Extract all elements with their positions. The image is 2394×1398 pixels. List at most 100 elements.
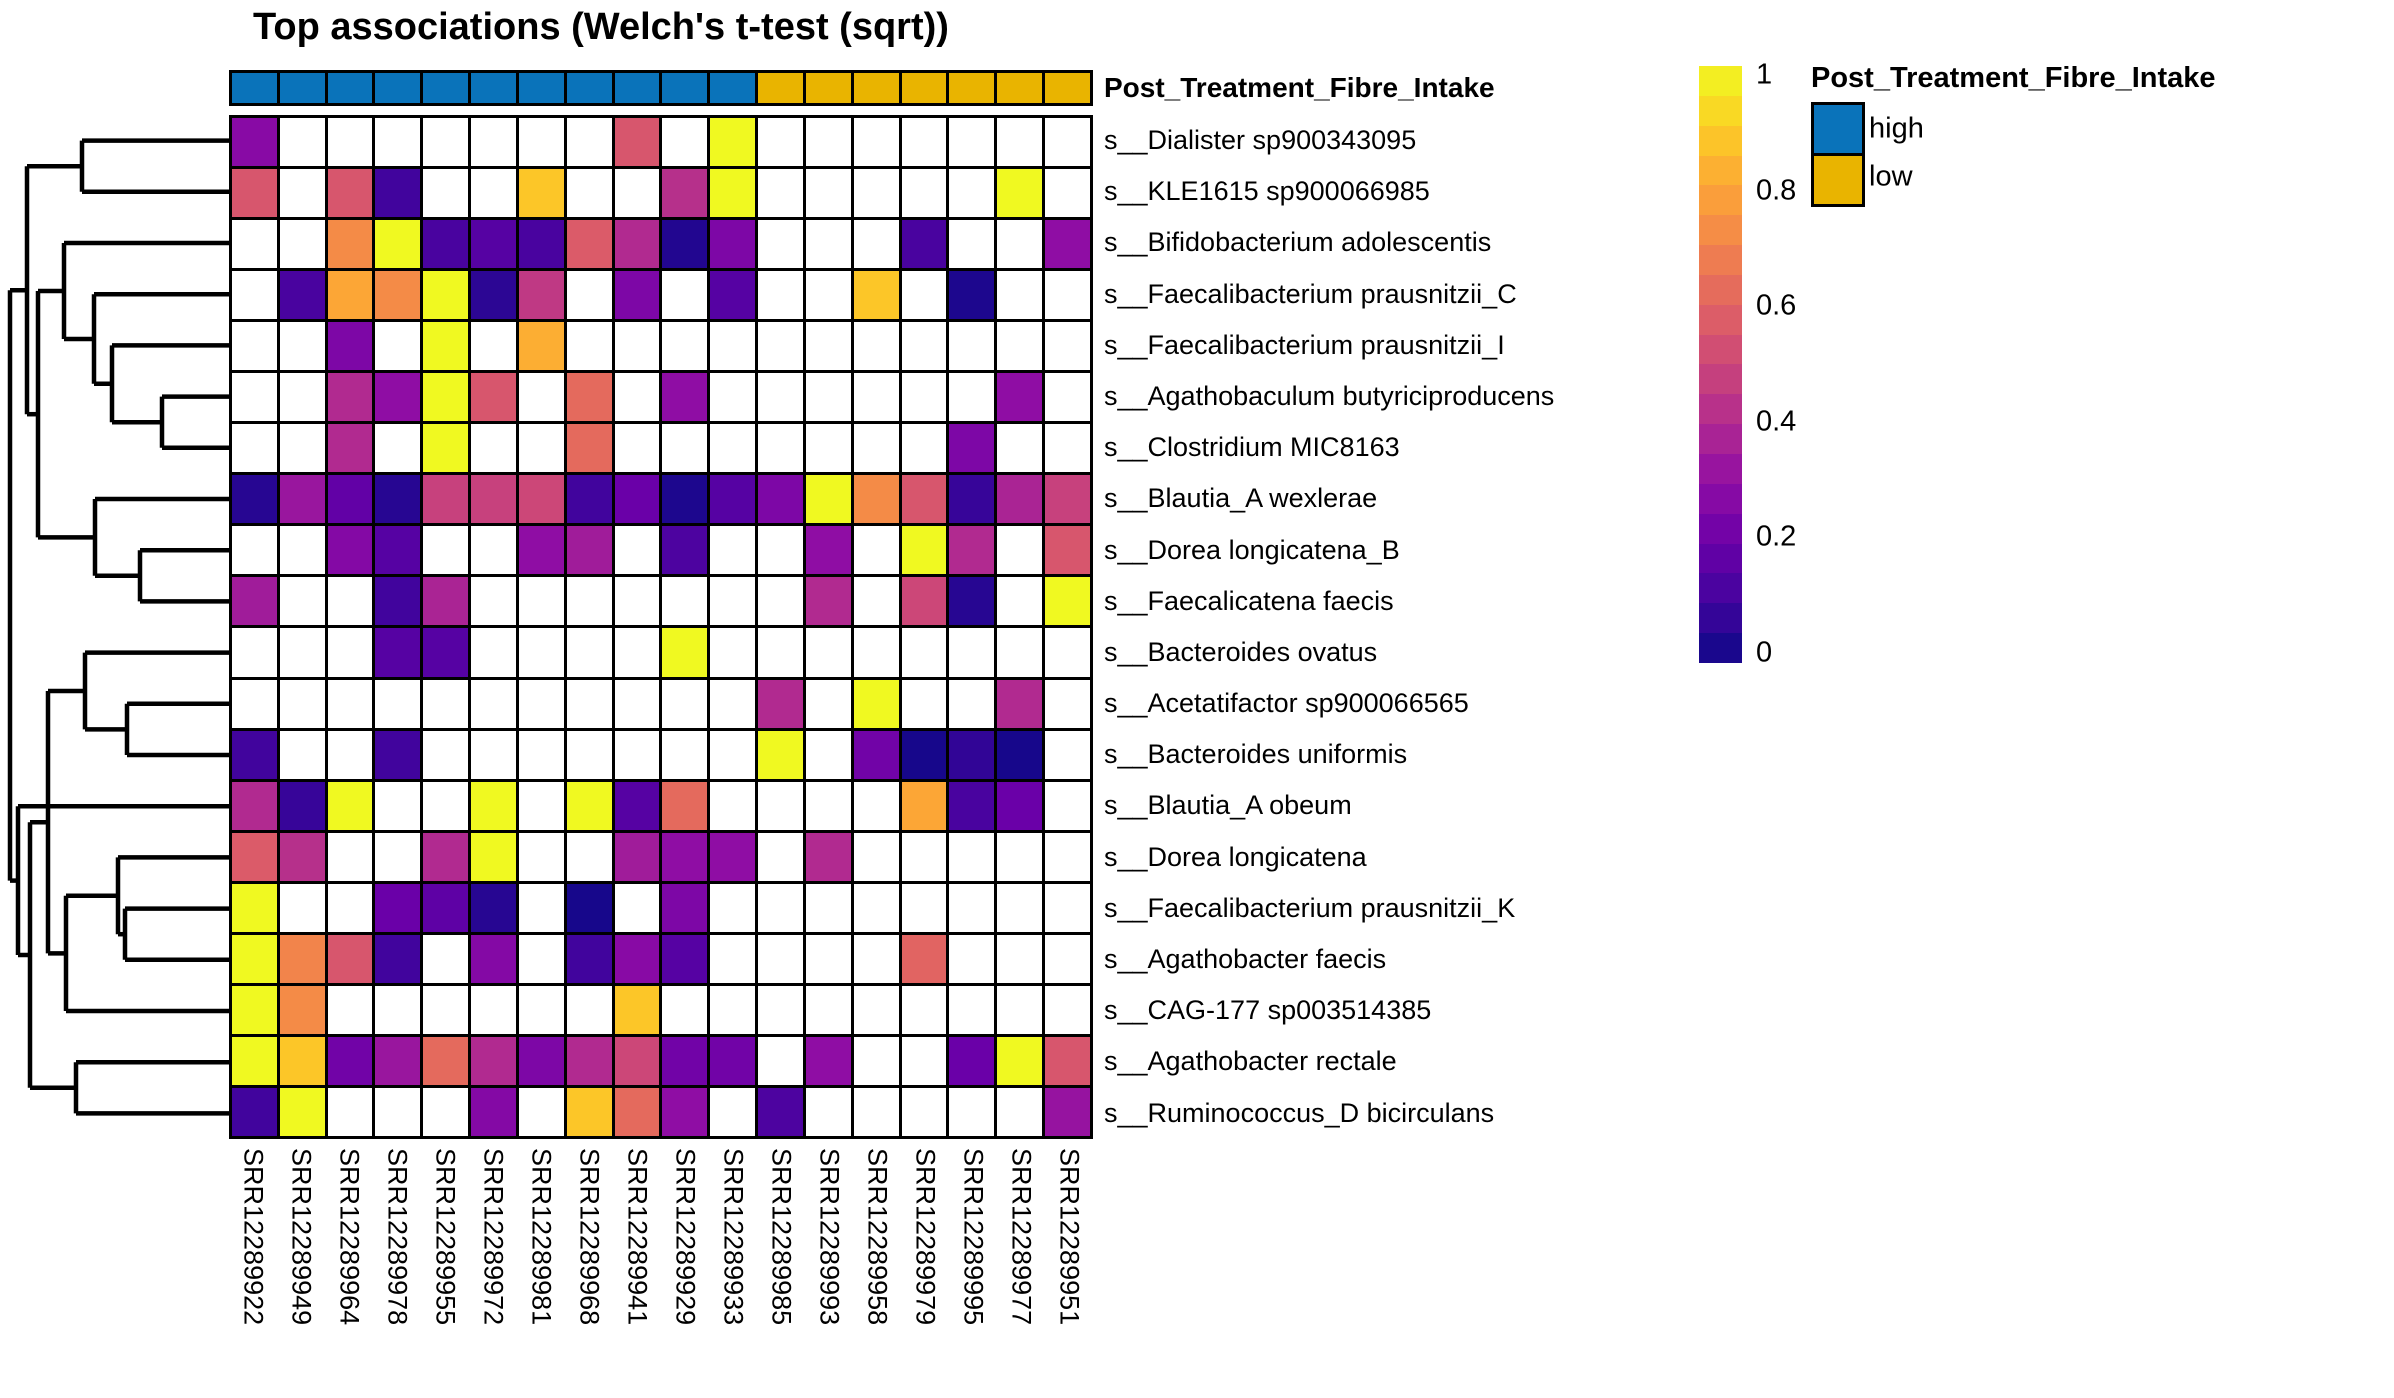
heatmap-cell [279, 322, 325, 371]
row-dendrogram [7, 138, 229, 1116]
heatmap-cell [758, 322, 803, 371]
heatmap-cell [997, 883, 1043, 932]
heatmap-cell [614, 220, 660, 269]
heatmap-cell [805, 373, 851, 422]
heatmap-cell [327, 424, 373, 473]
colorbar-step [1699, 66, 1742, 96]
heatmap-cell [614, 679, 660, 728]
colorbar-step [1699, 215, 1742, 246]
row-label: s__Blautia_A wexlerae [1104, 483, 1378, 514]
column-label: SRR12289968 [574, 1148, 605, 1326]
heatmap-cell [327, 577, 373, 626]
heatmap-cell [710, 628, 756, 677]
heatmap-cell [279, 1087, 325, 1136]
column-label: SRR12289993 [814, 1148, 845, 1326]
heatmap-cell [279, 220, 325, 269]
colorbar-tick-label: 0.6 [1756, 289, 1797, 322]
heatmap-cell [566, 730, 612, 779]
heatmap-cell [1045, 169, 1090, 218]
row-label: s__Bacteroides ovatus [1104, 636, 1378, 667]
heatmap-cell [518, 220, 564, 269]
heatmap-cell [805, 220, 851, 269]
annotation-cell-low [805, 73, 851, 103]
heatmap-cell [805, 781, 851, 830]
heatmap-cell [327, 1036, 373, 1085]
legend-label: high [1869, 112, 1924, 145]
heatmap-cell [375, 781, 421, 830]
legend-label: low [1869, 160, 1913, 193]
heatmap-cell [279, 373, 325, 422]
heatmap-cell [614, 832, 660, 881]
heatmap-cell [614, 781, 660, 830]
heatmap-cell [662, 271, 708, 320]
annotation-cell-high [375, 73, 421, 103]
heatmap-cell [997, 832, 1043, 881]
heatmap-cell [423, 934, 469, 983]
annotation-cell-high [566, 73, 612, 103]
heatmap-cell [710, 322, 756, 371]
column-label: SRR12289981 [526, 1148, 557, 1326]
column-annotation-bar [229, 70, 1093, 106]
heatmap-cell [566, 934, 612, 983]
heatmap-cell [949, 1036, 995, 1085]
heatmap-cell [997, 781, 1043, 830]
heatmap-cell [758, 883, 803, 932]
heatmap-cell [614, 628, 660, 677]
heatmap-cell [518, 373, 564, 422]
annotation-cell-high [614, 73, 660, 103]
heatmap-cell [375, 1087, 421, 1136]
row-label: s__KLE1615 sp900066985 [1104, 176, 1430, 207]
heatmap-cell [949, 679, 995, 728]
heatmap-cell [853, 628, 899, 677]
heatmap-grid [229, 115, 1093, 1139]
heatmap-cell [279, 730, 325, 779]
heatmap-cell [1045, 322, 1090, 371]
heatmap-cell [710, 118, 756, 167]
heatmap-cell [805, 577, 851, 626]
heatmap-cell [375, 118, 421, 167]
heatmap-cell [805, 730, 851, 779]
heatmap-cell [758, 1087, 803, 1136]
heatmap-cell [614, 1087, 660, 1136]
heatmap-cell [327, 118, 373, 167]
heatmap-cell [566, 985, 612, 1034]
heatmap-cell [949, 169, 995, 218]
heatmap-cell [614, 322, 660, 371]
heatmap-cell [423, 373, 469, 422]
heatmap-cell [805, 271, 851, 320]
annotation-cell-high [232, 73, 277, 103]
heatmap-cell [327, 526, 373, 575]
heatmap-cell [758, 526, 803, 575]
heatmap-cell [375, 985, 421, 1034]
heatmap-cell [423, 628, 469, 677]
colorbar-step [1699, 453, 1742, 484]
heatmap-cell [853, 220, 899, 269]
row-labels: s__Dialister sp900343095 s__KLE1615 sp900… [1104, 115, 1554, 1139]
heatmap-cell [375, 169, 421, 218]
heatmap-cell [758, 628, 803, 677]
heatmap-cell [518, 526, 564, 575]
heatmap-cell [423, 577, 469, 626]
heatmap-cell [1045, 730, 1090, 779]
heatmap-cell [232, 526, 277, 575]
colorbar-step [1699, 513, 1742, 544]
heatmap-cell [1045, 832, 1090, 881]
heatmap-cell [327, 271, 373, 320]
row-label: s__CAG-177 sp003514385 [1104, 995, 1432, 1026]
heatmap-cell [232, 220, 277, 269]
heatmap-cell [471, 1087, 516, 1136]
annotation-cell-low [1045, 73, 1090, 103]
heatmap-cell [518, 985, 564, 1034]
heatmap-cell [232, 271, 277, 320]
row-label: s__Faecalicatena faecis [1104, 585, 1394, 616]
heatmap-cell [1045, 781, 1090, 830]
heatmap-cell [327, 934, 373, 983]
heatmap-cell [471, 781, 516, 830]
heatmap-cell [614, 730, 660, 779]
row-label: s__Clostridium MIC8163 [1104, 432, 1400, 463]
heatmap-cell [423, 1036, 469, 1085]
heatmap-cell [614, 373, 660, 422]
heatmap-cell [375, 679, 421, 728]
heatmap-cell [566, 169, 612, 218]
